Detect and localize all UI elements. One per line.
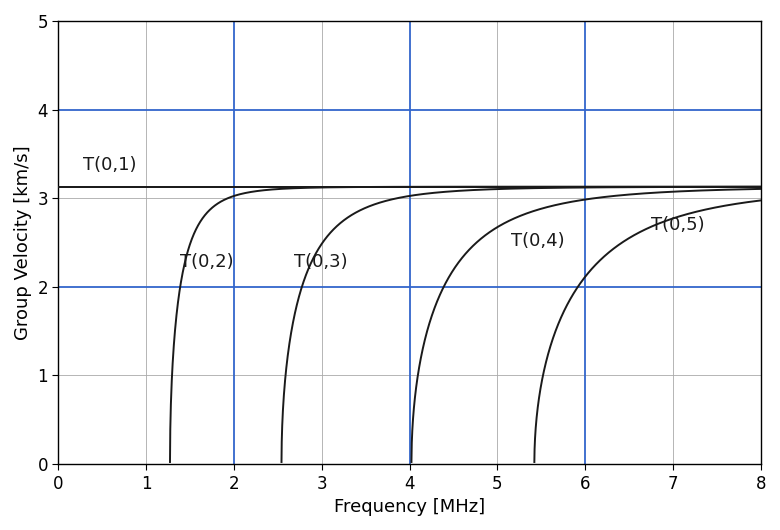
Text: T(0,3): T(0,3) [294, 253, 347, 271]
Text: T(0,5): T(0,5) [651, 216, 705, 234]
Text: T(0,4): T(0,4) [511, 232, 564, 250]
X-axis label: Frequency [MHz]: Frequency [MHz] [334, 498, 485, 516]
Text: T(0,1): T(0,1) [83, 155, 136, 173]
Y-axis label: Group Velocity [km/s]: Group Velocity [km/s] [14, 145, 32, 340]
Text: T(0,2): T(0,2) [179, 253, 233, 271]
